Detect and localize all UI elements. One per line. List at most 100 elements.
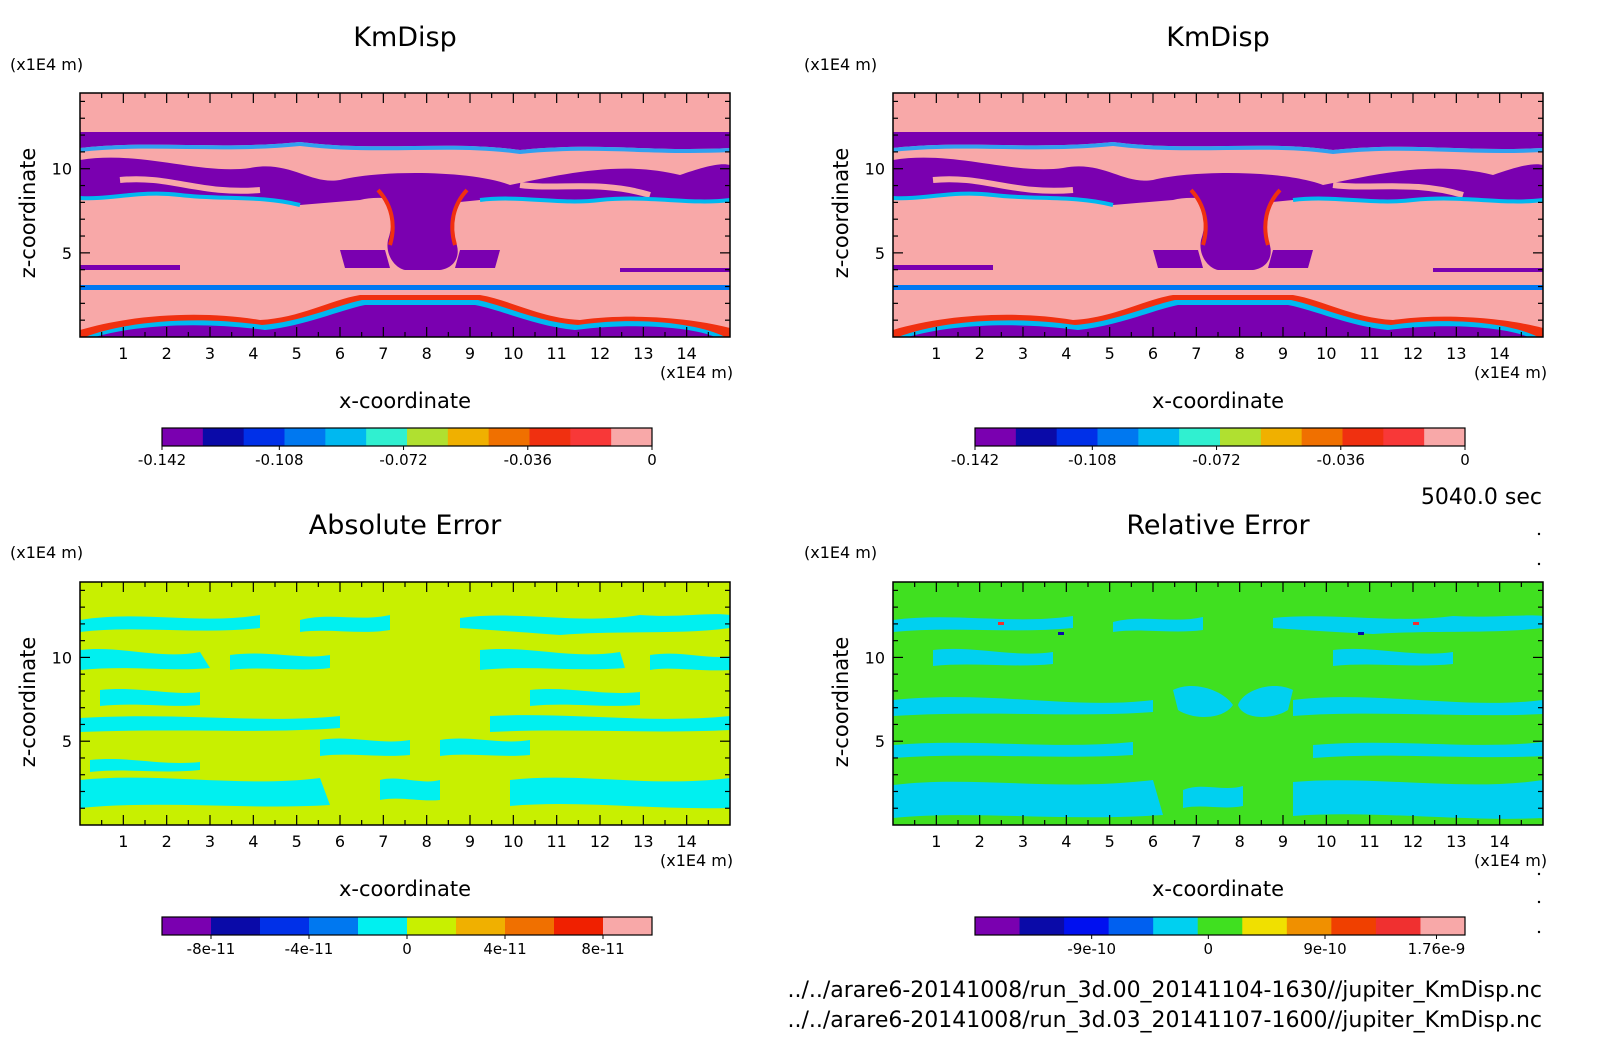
file-path-2: ../../arare6-20141008/run_3d.03_20141107…: [787, 1008, 1542, 1033]
x-tick-label: 9: [465, 832, 475, 851]
x-tick-label: 9: [465, 344, 475, 363]
colorbar-swatch: [1286, 917, 1332, 935]
colorbar-swatch: [1015, 428, 1058, 446]
x-tick-label: 2: [975, 344, 985, 363]
x-unit-label: (x1E4 m): [1474, 363, 1547, 382]
separator-dots: [1537, 532, 1541, 934]
colorbar-tick-label: -0.072: [1192, 451, 1240, 469]
y-unit-label: (x1E4 m): [10, 543, 83, 562]
x-unit-label: (x1E4 m): [660, 851, 733, 870]
colorbar-swatch: [243, 428, 285, 446]
x-tick-label: 5: [292, 344, 302, 363]
x-tick-label: 1: [931, 832, 941, 851]
x-tick-label: 11: [546, 832, 566, 851]
x-axis-label: x-coordinate: [339, 877, 471, 901]
x-tick-label: 7: [1191, 832, 1201, 851]
x-tick-label: 5: [1105, 344, 1115, 363]
colorbar-tick-label: 4e-11: [483, 940, 526, 958]
x-tick-label: 13: [633, 344, 653, 363]
y-tick-label: 5: [875, 732, 885, 751]
colorbar-swatch: [1420, 917, 1466, 935]
colorbar-swatch: [1153, 917, 1199, 935]
x-tick-label: 14: [676, 832, 696, 851]
colorbar-swatch: [1342, 428, 1384, 446]
x-tick-label: 2: [162, 832, 172, 851]
colorbar-swatch: [1383, 428, 1425, 446]
colorbar-frame: [974, 916, 1466, 936]
colorbar-swatch: [1331, 917, 1377, 935]
x-tick-label: 3: [205, 832, 215, 851]
y-unit-label: (x1E4 m): [10, 55, 83, 74]
x-tick-label: 4: [1061, 832, 1071, 851]
x-tick-label: 7: [378, 344, 388, 363]
colorbar-swatch: [358, 917, 408, 935]
x-unit-label: (x1E4 m): [660, 363, 733, 382]
x-tick-label: 1: [931, 344, 941, 363]
colorbar-swatch: [162, 428, 204, 446]
colorbar-swatch: [447, 428, 490, 446]
colorbar-tick-label: -0.036: [1317, 451, 1365, 469]
x-tick-label: 6: [335, 344, 345, 363]
colorbar-swatch: [505, 917, 555, 935]
x-tick-label: 6: [335, 832, 345, 851]
colorbar-swatch: [211, 917, 261, 935]
colorbar-swatch: [611, 428, 653, 446]
x-tick-label: 1: [118, 832, 128, 851]
panel-absolute-error: Absolute Error (x1E4 m) z-coordinate: [10, 510, 733, 958]
colorbar-swatch: [1220, 428, 1262, 446]
colorbar-swatch: [975, 428, 1017, 446]
colorbar-tick-label: 0: [1460, 451, 1470, 469]
colorbar-tick-label: -0.036: [504, 451, 552, 469]
colorbar-swatch: [488, 428, 530, 446]
colorbar-swatch: [325, 428, 367, 446]
colorbar-tick-label: -4e-11: [285, 940, 334, 958]
colorbar-swatch: [202, 428, 245, 446]
x-tick-label: 4: [1061, 344, 1071, 363]
x-tick-label: 8: [422, 344, 432, 363]
x-tick-label: 9: [1278, 832, 1288, 851]
time-label: 5040.0 sec: [1421, 485, 1542, 510]
x-tick-label: 3: [1018, 344, 1028, 363]
colorbar-swatch: [456, 917, 506, 935]
plot-area: [79, 92, 731, 338]
x-tick-label: 7: [378, 832, 388, 851]
x-tick-label: 8: [422, 832, 432, 851]
plot-area: [892, 581, 1544, 826]
y-tick-label: 10: [52, 160, 72, 179]
panel-title: KmDisp: [1166, 22, 1270, 53]
colorbar-swatch: [1019, 917, 1065, 935]
colorbar-tick-label: 0: [1204, 940, 1214, 958]
colorbar-swatch: [603, 917, 653, 935]
x-tick-label: 13: [1446, 832, 1466, 851]
x-tick-label: 3: [205, 344, 215, 363]
x-tick-label: 10: [1316, 832, 1336, 851]
colorbar-swatch: [1179, 428, 1221, 446]
x-tick-label: 2: [162, 344, 172, 363]
panel-kmdisp-left: KmDisp (x1E4 m) z-coordinate: [10, 22, 733, 469]
colorbar-swatch: [529, 428, 571, 446]
x-tick-label: 3: [1018, 832, 1028, 851]
x-tick-label: 8: [1235, 832, 1245, 851]
colorbar-swatch: [162, 917, 212, 935]
colorbar-swatch: [975, 917, 1021, 935]
colorbar-swatch: [1242, 917, 1288, 935]
y-tick-label: 10: [865, 160, 885, 179]
x-axis-label: x-coordinate: [1152, 877, 1284, 901]
y-axis-label: z-coordinate: [16, 637, 40, 768]
colorbar-tick-label: 0: [402, 940, 412, 958]
colorbar-swatch: [1197, 917, 1243, 935]
colorbar-swatch: [554, 917, 604, 935]
colorbar-swatch: [1064, 917, 1110, 935]
colorbar-tick-label: -0.142: [951, 451, 999, 469]
x-tick-label: 14: [1489, 344, 1509, 363]
y-unit-label: (x1E4 m): [804, 55, 877, 74]
x-tick-label: 14: [1489, 832, 1509, 851]
x-tick-label: 6: [1148, 832, 1158, 851]
colorbar-tick-label: -0.108: [255, 451, 303, 469]
x-tick-label: 4: [248, 344, 258, 363]
colorbar-tick-label: 1.76e-9: [1408, 940, 1466, 958]
x-tick-label: 13: [633, 832, 653, 851]
x-unit-label: (x1E4 m): [1474, 851, 1547, 870]
x-tick-label: 9: [1278, 344, 1288, 363]
